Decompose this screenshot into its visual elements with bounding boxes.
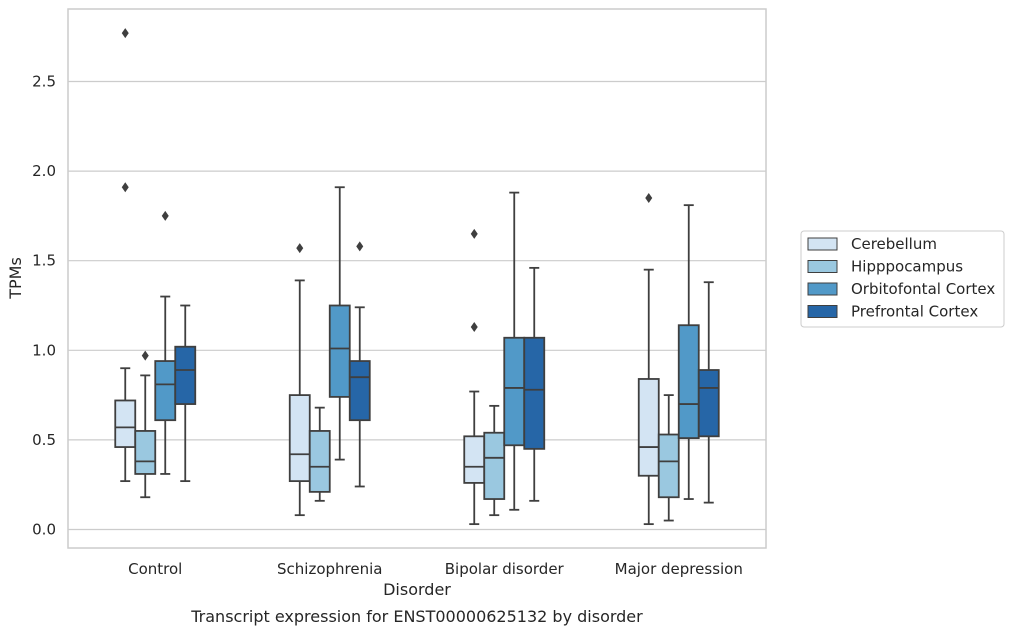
x-tick-label: Schizophrenia	[277, 560, 382, 578]
y-tick-label: 2.0	[32, 162, 56, 180]
box-hipppocampus	[657, 394, 680, 522]
box-iqr	[328, 304, 351, 398]
box-iqr	[308, 430, 331, 493]
box-iqr	[637, 378, 660, 477]
box-orbitofontal-cortex	[328, 186, 351, 461]
outlier-point	[356, 241, 364, 252]
box-prefrontal-cortex	[174, 304, 197, 483]
box-iqr	[114, 399, 137, 448]
box-cerebellum	[288, 243, 311, 517]
box-cerebellum	[637, 192, 660, 526]
box-orbitofontal-cortex	[677, 204, 700, 500]
y-axis-label: TPMs	[6, 257, 25, 300]
legend-label: Hipppocampus	[851, 258, 963, 276]
box-hipppocampus	[483, 404, 506, 517]
outlier-point	[121, 182, 129, 193]
box-iqr	[677, 324, 700, 440]
legend-label: Orbitofontal Cortex	[851, 280, 995, 298]
box-cerebellum	[114, 28, 137, 483]
plot-frame	[67, 8, 767, 549]
y-tick-label: 1.5	[32, 252, 56, 270]
box-iqr	[154, 360, 177, 422]
outlier-point	[161, 210, 169, 221]
legend: Cerebellum Hipppocampus Orbitofontal Corte…	[800, 230, 1005, 328]
box-iqr	[503, 336, 526, 447]
outlier-point	[645, 192, 653, 203]
legend-label: Prefrontal Cortex	[851, 303, 978, 321]
x-tick-label: Bipolar disorder	[445, 560, 565, 578]
chart-caption: Transcript expression for ENST0000062513…	[190, 607, 643, 626]
box-orbitofontal-cortex	[154, 210, 177, 475]
box-iqr	[348, 360, 371, 422]
legend-swatch	[807, 282, 838, 296]
box-iqr	[463, 435, 486, 484]
legend-swatch	[807, 237, 838, 251]
y-tick-label: 0.5	[32, 431, 56, 449]
box-prefrontal-cortex	[697, 281, 720, 504]
box-prefrontal-cortex	[523, 266, 546, 502]
box-orbitofontal-cortex	[503, 191, 526, 511]
legend-swatch	[807, 305, 838, 318]
x-axis-label: Disorder	[383, 580, 451, 599]
box-iqr	[134, 430, 157, 475]
legend-frame	[800, 230, 1005, 328]
box-iqr	[288, 394, 311, 483]
y-tick-labels: 0.0 0.5 1.0 1.5 2.0 2.5	[32, 73, 56, 539]
x-tick-label: Control	[128, 560, 182, 578]
legend-label: Cerebellum	[851, 235, 937, 253]
y-tick-label: 0.0	[32, 521, 56, 539]
box-hipppocampus	[308, 406, 331, 502]
outlier-point	[470, 228, 478, 239]
boxes-group	[114, 28, 720, 526]
box-iqr	[523, 336, 546, 450]
box-iqr	[657, 433, 680, 499]
box-iqr	[174, 345, 197, 405]
y-tick-label: 2.5	[32, 73, 56, 91]
box-cerebellum	[463, 228, 486, 526]
legend-swatch	[807, 260, 838, 273]
x-tick-labels: Control Schizophrenia Bipolar disorder Majo…	[128, 560, 743, 578]
box-iqr	[483, 431, 506, 500]
outlier-point	[470, 322, 478, 333]
x-tick-label: Major depression	[615, 560, 743, 578]
box-hipppocampus	[134, 350, 157, 499]
outlier-point	[141, 350, 149, 361]
outlier-point	[296, 243, 304, 254]
outlier-point	[121, 28, 129, 39]
y-tick-label: 1.0	[32, 341, 56, 359]
box-iqr	[697, 369, 720, 438]
box-prefrontal-cortex	[348, 241, 371, 488]
